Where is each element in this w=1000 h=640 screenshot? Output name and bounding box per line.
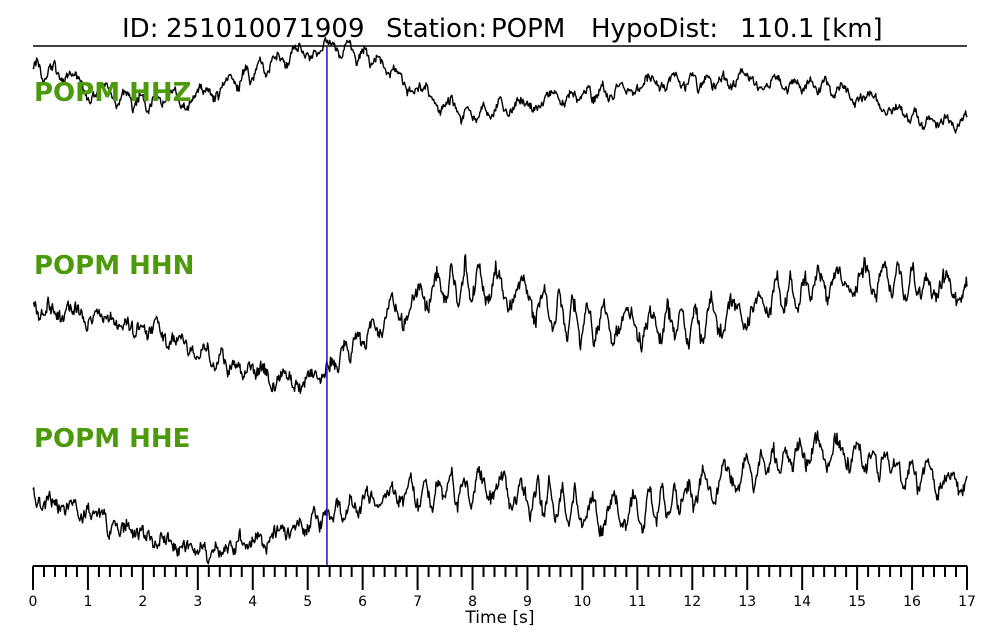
x-tick-label: 8 [468,594,477,610]
x-axis: 0 1 2 3 4 5 6 7 8 9 10 11 12 13 14 15 16 17 [29,565,976,610]
x-tick-label: 11 [628,594,646,610]
x-tick-label: 10 [573,594,591,610]
title-hypodist-unit: [km] [822,14,883,44]
x-tick-label: 13 [738,594,756,610]
x-tick-label: 2 [138,594,147,610]
title-hypodist-value: 110.1 [740,14,814,44]
x-tick-label: 4 [248,594,257,610]
chart-title: ID: 251010071909 Station: POPM HypoDist:… [122,14,883,44]
trace-popm-hhz [32,36,968,134]
trace-group [32,36,968,565]
x-tick-label: 12 [683,594,701,610]
channel-label: POPM HHN [34,251,194,281]
x-axis-label: Time [s] [464,608,534,628]
channel-label: POPM HHZ [34,78,192,108]
channel-label-group: POPM HHZ POPM HHN POPM HHE [34,78,194,454]
title-station-value: POPM [491,14,565,44]
x-tick-label: 9 [523,594,532,610]
x-tick-label: 14 [793,594,811,610]
x-tick-label: 6 [358,594,367,610]
x-tick-label: 7 [413,594,422,610]
title-station-label: Station: [386,14,487,44]
x-tick-label: 17 [958,594,976,610]
title-hypodist-label: HypoDist: [591,14,718,44]
trace-popm-hhe [32,430,968,565]
x-tick-label: 15 [848,594,866,610]
title-id-value: 251010071909 [166,14,365,44]
x-tick-label: 0 [29,594,38,610]
title-id-label: ID: [122,14,158,44]
x-tick-label: 5 [303,594,312,610]
trace-popm-hhn [32,254,968,395]
x-tick-label: 3 [193,594,202,610]
x-tick-label: 1 [83,594,92,610]
x-tick-label: 16 [903,594,921,610]
channel-label: POPM HHE [34,424,190,454]
